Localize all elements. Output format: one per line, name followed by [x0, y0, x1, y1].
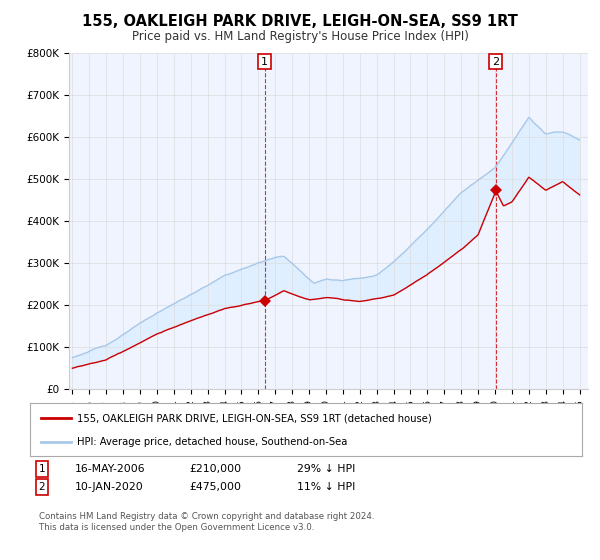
Text: 1: 1	[261, 57, 268, 67]
Text: 2: 2	[38, 482, 46, 492]
Text: 29% ↓ HPI: 29% ↓ HPI	[297, 464, 355, 474]
Text: £210,000: £210,000	[189, 464, 241, 474]
Text: 1: 1	[38, 464, 46, 474]
Text: HPI: Average price, detached house, Southend-on-Sea: HPI: Average price, detached house, Sout…	[77, 437, 347, 447]
Text: Contains HM Land Registry data © Crown copyright and database right 2024.
This d: Contains HM Land Registry data © Crown c…	[39, 512, 374, 532]
Text: 16-MAY-2006: 16-MAY-2006	[75, 464, 146, 474]
Text: 11% ↓ HPI: 11% ↓ HPI	[297, 482, 355, 492]
Text: 2: 2	[492, 57, 499, 67]
Text: 10-JAN-2020: 10-JAN-2020	[75, 482, 144, 492]
Text: £475,000: £475,000	[189, 482, 241, 492]
Text: 155, OAKLEIGH PARK DRIVE, LEIGH-ON-SEA, SS9 1RT: 155, OAKLEIGH PARK DRIVE, LEIGH-ON-SEA, …	[82, 14, 518, 29]
Text: 155, OAKLEIGH PARK DRIVE, LEIGH-ON-SEA, SS9 1RT (detached house): 155, OAKLEIGH PARK DRIVE, LEIGH-ON-SEA, …	[77, 413, 431, 423]
Text: Price paid vs. HM Land Registry's House Price Index (HPI): Price paid vs. HM Land Registry's House …	[131, 30, 469, 43]
